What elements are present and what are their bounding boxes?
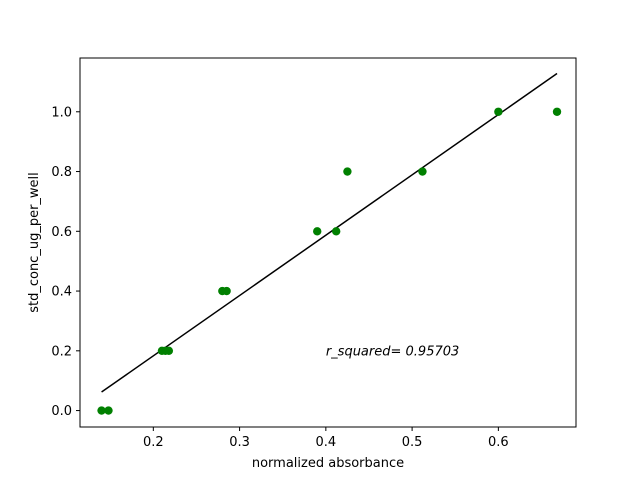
data-point: [97, 406, 106, 415]
y-tick-label: 1.0: [51, 105, 72, 120]
plot-area: [97, 72, 562, 415]
x-tick-label: 0.3: [229, 435, 250, 450]
data-point: [104, 406, 113, 415]
y-tick-label: 0.4: [51, 285, 72, 300]
axes-frame: [79, 57, 577, 428]
data-point: [313, 227, 322, 236]
y-axis-label: std_conc_ug_per_well: [27, 172, 42, 313]
y-tick-label: 0.6: [51, 225, 72, 240]
y-tick-label: 0.0: [51, 404, 72, 419]
data-point: [552, 107, 562, 116]
x-tick-label: 0.2: [143, 435, 164, 450]
data-point: [494, 107, 503, 116]
y-axis: 0.0 0.2 0.4 0.6 0.8 1.0: [51, 105, 80, 419]
data-point: [222, 286, 231, 296]
x-tick-label: 0.6: [488, 435, 509, 450]
data-point: [343, 167, 352, 176]
data-point: [331, 227, 341, 236]
x-tick-label: 0.5: [402, 435, 423, 450]
x-tick-label: 0.4: [315, 435, 336, 450]
data-point: [164, 346, 174, 356]
y-tick-label: 0.2: [51, 344, 72, 359]
r-squared-annotation: r_squared= 0.95703: [326, 344, 459, 359]
data-point: [418, 167, 427, 176]
x-axis-label: normalized absorbance: [252, 456, 404, 471]
x-axis: 0.2 0.3 0.4 0.5 0.6: [143, 427, 509, 450]
regression-line: [101, 72, 558, 393]
y-tick-label: 0.8: [51, 165, 72, 180]
